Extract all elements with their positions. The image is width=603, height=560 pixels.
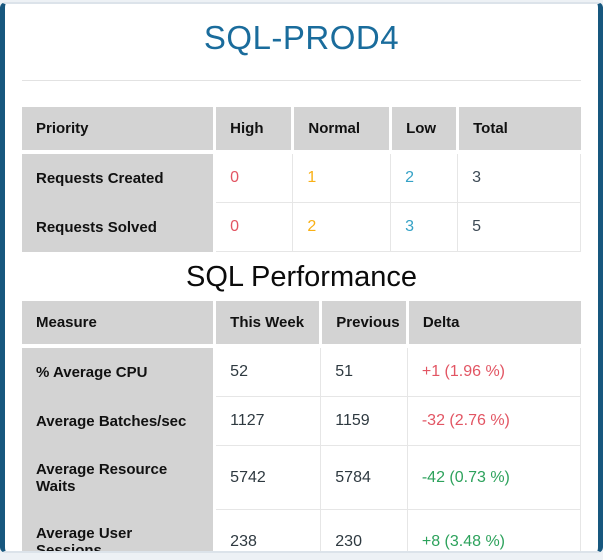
delta-value: +1 (1.96 %) — [421, 363, 505, 380]
table-row: % Average CPU 52 51 +1 (1.96 %) — [22, 345, 582, 397]
value-cell-low: 2 — [390, 151, 459, 203]
value-cell-low: 3 — [390, 202, 459, 252]
value-cell-normal: 1 — [292, 151, 392, 203]
col-header-low: Low — [390, 107, 460, 154]
value-cell-total: 3 — [457, 151, 581, 203]
table-row: Requests Solved 0 2 3 5 — [22, 202, 581, 252]
col-header-this-week: This Week — [214, 301, 323, 348]
delta-cell: -42 (0.73 %) — [406, 445, 582, 510]
this-week-cell: 5742 — [214, 445, 322, 510]
previous-cell: 51 — [320, 345, 408, 397]
col-header-previous: Previous — [320, 301, 409, 348]
table-row: Average Batches/sec 1127 1159 -32 (2.76 … — [22, 396, 582, 446]
row-label: Requests Created — [22, 152, 217, 203]
this-week-cell: 1127 — [214, 396, 322, 446]
this-week-cell: 52 — [214, 345, 322, 397]
previous-cell: 5784 — [320, 445, 408, 510]
performance-header-row: Measure This Week Previous Delta — [22, 301, 581, 348]
delta-cell: -32 (2.76 %) — [406, 396, 582, 446]
measure-label: Average Resource Waits — [22, 445, 217, 510]
value-cell-total: 5 — [457, 202, 581, 252]
table-row: Requests Created 0 1 2 3 — [22, 151, 581, 203]
value-cell-high: 0 — [214, 202, 294, 252]
this-week-cell: 238 — [214, 509, 322, 551]
divider — [22, 80, 581, 81]
performance-table: Measure This Week Previous Delta % Avera… — [22, 301, 582, 551]
col-header-normal: Normal — [292, 107, 393, 154]
measure-label: Average User Sessions — [22, 509, 217, 551]
measure-label: % Average CPU — [22, 346, 217, 397]
col-header-total: Total — [457, 107, 581, 154]
previous-cell: 230 — [320, 509, 408, 551]
col-header-measure: Measure — [22, 301, 217, 348]
delta-cell: +8 (3.48 %) — [406, 509, 582, 551]
row-label: Requests Solved — [22, 202, 217, 252]
delta-value: -32 (2.76 %) — [421, 412, 510, 429]
previous-cell: 1159 — [320, 396, 408, 446]
value-cell-high: 0 — [214, 151, 294, 203]
measure-label: Average Batches/sec — [22, 396, 217, 446]
table-row: Average Resource Waits 5742 5784 -42 (0.… — [22, 445, 582, 510]
value-cell-normal: 2 — [292, 202, 392, 252]
requests-table: Priority High Normal Low Total Requests … — [22, 107, 581, 252]
delta-value: -42 (0.73 %) — [421, 468, 510, 486]
page-title: SQL-PROD4 — [203, 19, 400, 56]
delta-cell: +1 (1.96 %) — [406, 345, 582, 397]
requests-header-row: Priority High Normal Low Total — [22, 107, 581, 154]
col-header-high: High — [214, 107, 295, 154]
col-header-delta: Delta — [407, 301, 581, 348]
performance-section-title: SQL Performance — [185, 261, 418, 293]
delta-value: +8 (3.48 %) — [421, 532, 505, 550]
table-row: Average User Sessions 238 230 +8 (3.48 %… — [22, 509, 582, 551]
col-header-priority: Priority — [22, 107, 217, 154]
